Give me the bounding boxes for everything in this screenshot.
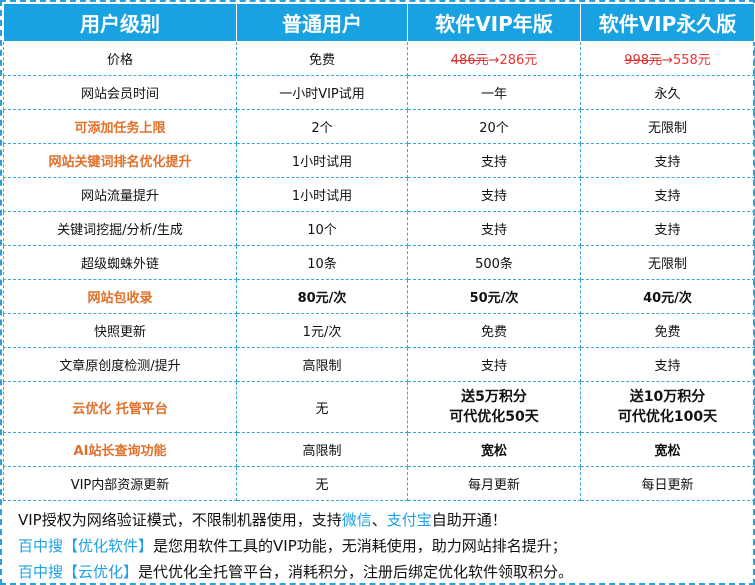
table-row: 快照更新 1元/次 免费 免费 xyxy=(3,313,755,348)
cloud-optimization-link[interactable]: 百中搜【云优化】 xyxy=(18,563,139,581)
header-vip-year: 软件VIP年版 xyxy=(407,3,581,42)
row-label: 网站会员时间 xyxy=(3,75,237,110)
header-user-level: 用户级别 xyxy=(3,3,237,42)
old-price: 998元 xyxy=(624,53,663,68)
standard-value: 一小时VIP试用 xyxy=(236,75,408,110)
row-label: 网站包收录 xyxy=(3,279,237,314)
row-label: 快照更新 xyxy=(3,313,237,348)
standard-value: 10条 xyxy=(236,245,408,280)
row-label: 超级蜘蛛外链 xyxy=(3,245,237,280)
vip-permanent-value: 支持 xyxy=(580,177,755,212)
managed-days: 可代优化100天 xyxy=(617,409,718,425)
arrow-icon: → xyxy=(488,53,500,68)
note-text: VIP授权为网络验证模式，不限制机器使用，支持 xyxy=(18,511,342,529)
table-row-price: 价格 免费 486元→286元 998元→558元 xyxy=(3,41,755,76)
note-line-cloud: 百中搜【云优化】是代优化全托管平台，消耗积分，注册后绑定优化软件领取积分。 xyxy=(18,559,748,585)
row-label: 文章原创度检测/提升 xyxy=(3,347,237,382)
table-row: 网站会员时间 一小时VIP试用 一年 永久 xyxy=(3,75,755,110)
vip-year-value: 一年 xyxy=(407,75,581,110)
standard-price: 免费 xyxy=(236,41,408,76)
table-header-row: 用户级别 普通用户 软件VIP年版 软件VIP永久版 xyxy=(3,3,755,42)
vip-permanent-value: 送10万积分 可代优化100天 xyxy=(580,381,755,433)
alipay-link[interactable]: 支付宝 xyxy=(386,511,432,529)
vip-year-value: 支持 xyxy=(407,347,581,382)
row-label: 价格 xyxy=(3,41,237,76)
vip-year-value: 宽松 xyxy=(407,432,581,467)
old-price: 486元 xyxy=(450,53,489,68)
row-label: 可添加任务上限 xyxy=(3,109,237,144)
table-row: AI站长查询功能 高限制 宽松 宽松 xyxy=(3,432,755,467)
table-row: 网站流量提升 1小时试用 支持 支持 xyxy=(3,177,755,212)
vip-year-value: 500条 xyxy=(407,245,581,280)
arrow-icon: → xyxy=(662,53,673,68)
standard-value: 高限制 xyxy=(236,432,408,467)
row-label: 云优化 托管平台 xyxy=(3,381,237,433)
vip-permanent-value: 支持 xyxy=(580,211,755,246)
header-vip-permanent: 软件VIP永久版 xyxy=(580,3,755,42)
vip-comparison-table: 用户级别 普通用户 软件VIP年版 软件VIP永久版 价格 免费 486元→28… xyxy=(3,3,755,501)
vip-year-value: 支持 xyxy=(407,211,581,246)
vip-year-value: 每月更新 xyxy=(407,466,581,501)
vip-permanent-price: 998元→558元 xyxy=(580,41,755,76)
note-text: 是代优化全托管平台，消耗积分，注册后绑定优化软件领取积分。 xyxy=(138,563,574,581)
new-price: 558元 xyxy=(672,53,711,68)
table-row: 超级蜘蛛外链 10条 500条 无限制 xyxy=(3,245,755,280)
standard-value: 80元/次 xyxy=(236,279,408,314)
wechat-pay-link[interactable]: 微信 xyxy=(341,511,372,529)
table-row: 关键词挖掘/分析/生成 10个 支持 支持 xyxy=(3,211,755,246)
row-label: AI站长查询功能 xyxy=(3,432,237,467)
bonus-points: 送10万积分 xyxy=(629,389,706,405)
vip-permanent-value: 免费 xyxy=(580,313,755,348)
standard-value: 无 xyxy=(236,466,408,501)
vip-year-value: 50元/次 xyxy=(407,279,581,314)
table-row: 文章原创度检测/提升 高限制 支持 支持 xyxy=(3,347,755,382)
optimization-software-link[interactable]: 百中搜【优化软件】 xyxy=(18,537,154,555)
note-text: 是您用软件工具的VIP功能，无消耗使用，助力网站排名提升； xyxy=(153,537,567,555)
vip-permanent-value: 40元/次 xyxy=(580,279,755,314)
row-label: 关键词挖掘/分析/生成 xyxy=(3,211,237,246)
vip-permanent-value: 无限制 xyxy=(580,109,755,144)
note-line-activation: VIP授权为网络验证模式，不限制机器使用，支持微信、支付宝自助开通！ xyxy=(18,507,748,533)
vip-year-value: 免费 xyxy=(407,313,581,348)
vip-year-value: 送5万积分 可代优化50天 xyxy=(407,381,581,433)
row-label: VIP内部资源更新 xyxy=(3,466,237,501)
standard-value: 1小时试用 xyxy=(236,143,408,178)
managed-days: 可代优化50天 xyxy=(449,409,539,425)
table-row: 可添加任务上限 2个 20个 无限制 xyxy=(3,109,755,144)
vip-permanent-value: 支持 xyxy=(580,143,755,178)
bonus-points: 送5万积分 xyxy=(461,389,527,405)
header-standard-user: 普通用户 xyxy=(236,3,408,42)
standard-value: 2个 xyxy=(236,109,408,144)
vip-year-value: 20个 xyxy=(407,109,581,144)
standard-value: 1元/次 xyxy=(236,313,408,348)
vip-permanent-value: 无限制 xyxy=(580,245,755,280)
vip-permanent-value: 每日更新 xyxy=(580,466,755,501)
note-line-software: 百中搜【优化软件】是您用软件工具的VIP功能，无消耗使用，助力网站排名提升； xyxy=(18,533,748,559)
standard-value: 10个 xyxy=(236,211,408,246)
table-row: 网站关键词排名优化提升 1小时试用 支持 支持 xyxy=(3,143,755,178)
vip-year-value: 支持 xyxy=(407,177,581,212)
row-label: 网站关键词排名优化提升 xyxy=(3,143,237,178)
vip-year-price: 486元→286元 xyxy=(407,41,581,76)
table-row: 云优化 托管平台 无 送5万积分 可代优化50天 送10万积分 可代优化100天 xyxy=(3,381,755,433)
vip-permanent-value: 宽松 xyxy=(580,432,755,467)
vip-permanent-value: 永久 xyxy=(580,75,755,110)
note-separator: 、 xyxy=(371,511,387,529)
vip-year-value: 支持 xyxy=(407,143,581,178)
standard-value: 无 xyxy=(236,381,408,433)
standard-value: 1小时试用 xyxy=(236,177,408,212)
table-row: 网站包收录 80元/次 50元/次 40元/次 xyxy=(3,279,755,314)
standard-value: 高限制 xyxy=(236,347,408,382)
new-price: 286元 xyxy=(499,53,538,68)
note-text: 自助开通！ xyxy=(431,511,507,529)
table-row: VIP内部资源更新 无 每月更新 每日更新 xyxy=(3,466,755,501)
row-label: 网站流量提升 xyxy=(3,177,237,212)
vip-permanent-value: 支持 xyxy=(580,347,755,382)
notes-section: VIP授权为网络验证模式，不限制机器使用，支持微信、支付宝自助开通！ 百中搜【优… xyxy=(18,507,748,585)
